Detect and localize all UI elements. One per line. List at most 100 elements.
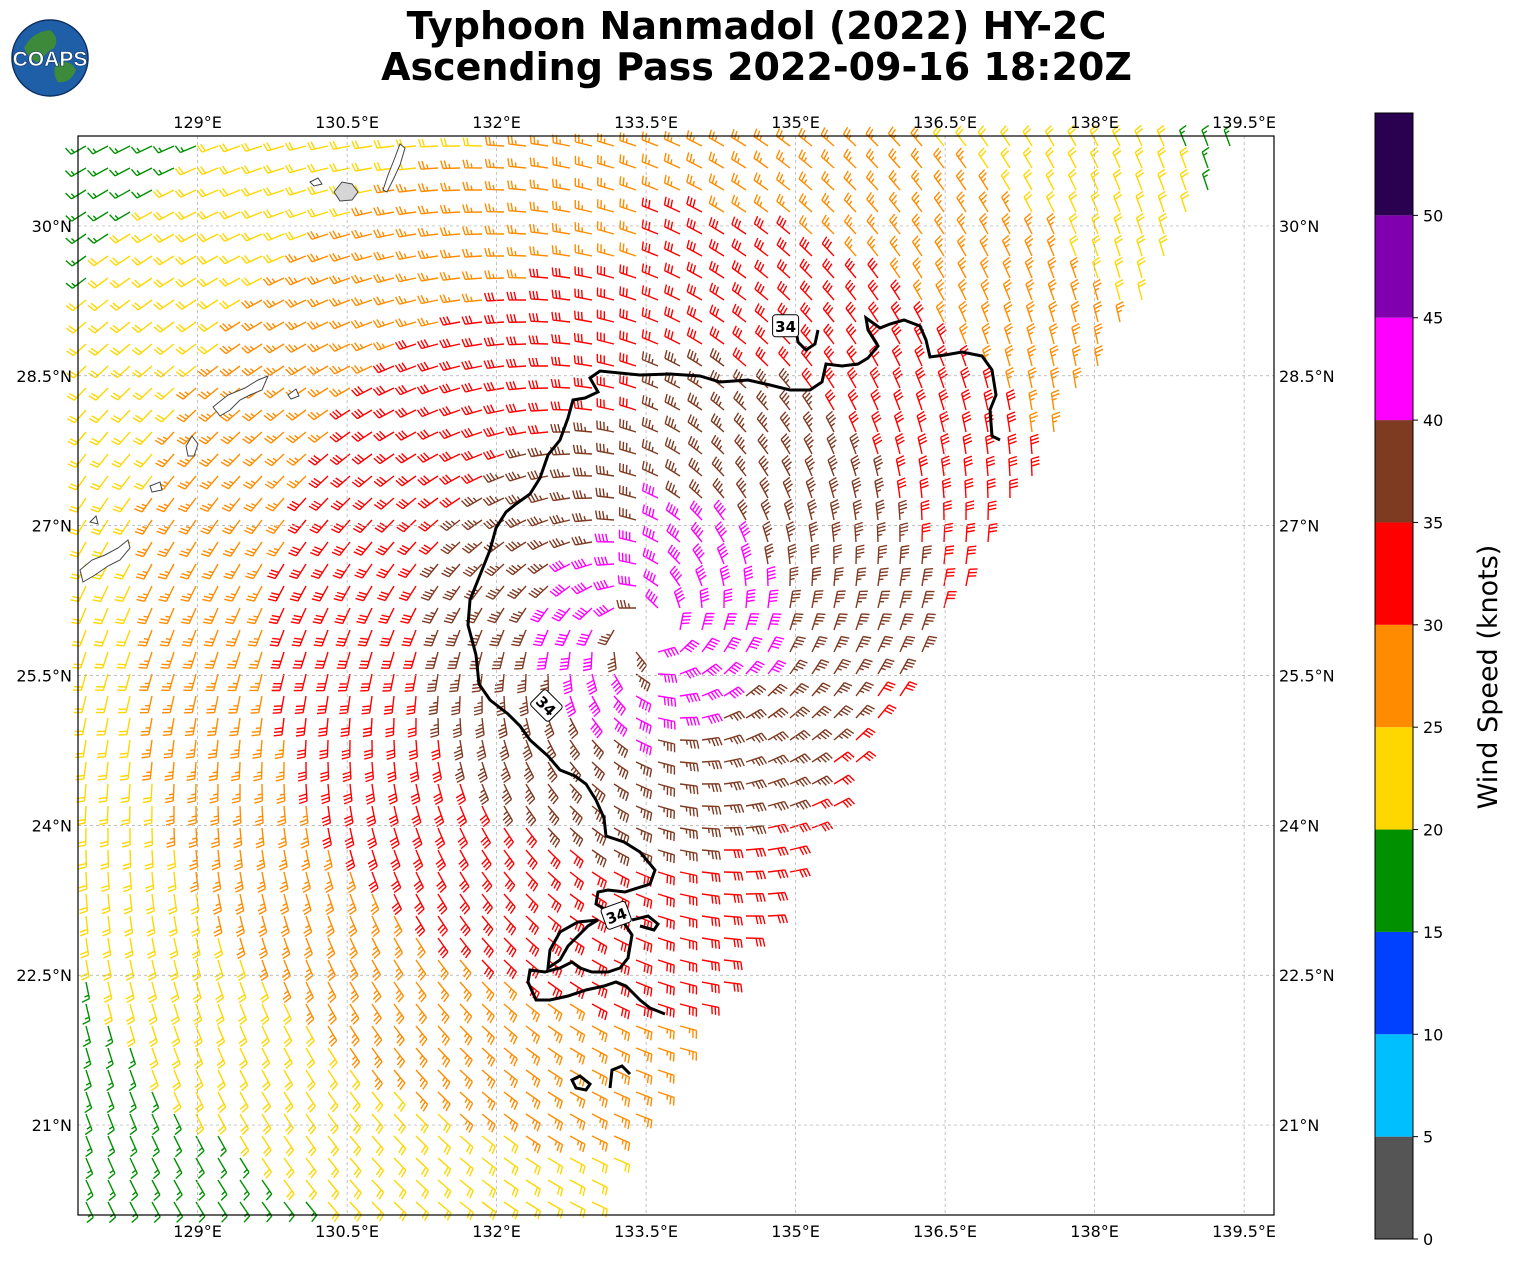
wind-barb (569, 1157, 586, 1175)
wind-barb (175, 365, 197, 378)
wind-barb (88, 409, 109, 424)
wind-barb (754, 259, 769, 279)
wind-barb (301, 871, 311, 894)
wind-barb (1113, 212, 1123, 235)
wind-barb (643, 568, 659, 587)
wind-barb (724, 849, 744, 859)
wind-barb (591, 1091, 608, 1108)
wind-barb (596, 243, 615, 257)
wind-barb (142, 783, 153, 804)
land-island-tanegashima (382, 143, 406, 193)
wind-barb (831, 521, 841, 543)
wind-barb (348, 915, 358, 938)
wind-barb (937, 366, 948, 389)
wind-barb (820, 127, 835, 147)
wind-barb (65, 189, 87, 200)
wind-barb (550, 378, 571, 389)
wind-barb (641, 131, 659, 147)
wind-barb (237, 1003, 248, 1026)
wind-barb (745, 937, 766, 947)
wind-barb (503, 1179, 519, 1198)
wind-barb (394, 339, 417, 350)
wind-barb (328, 320, 351, 330)
wind-barb (1090, 168, 1100, 191)
axis-ticks-layer: 129°E129°E130.5°E130.5°E132°E132°E133.5°… (16, 113, 1334, 1241)
wind-barb (284, 231, 307, 241)
wind-barb (175, 299, 197, 310)
wind-barb (240, 299, 263, 309)
wind-barb (481, 981, 495, 1002)
wind-barb (262, 276, 285, 286)
wind-barb (105, 1047, 114, 1070)
wind-barb (821, 214, 835, 235)
wind-barb (803, 432, 814, 455)
wind-barb (665, 480, 681, 499)
wind-barb (151, 1113, 160, 1136)
wind-barb (283, 1025, 293, 1048)
wind-barb (1067, 146, 1077, 169)
wind-barb (708, 217, 725, 235)
wind-barb (888, 191, 901, 213)
wind-barb (153, 299, 175, 311)
wind-barb (198, 431, 219, 445)
wind-barb (798, 149, 813, 169)
wind-barb (200, 519, 219, 535)
wind-barb (503, 827, 514, 849)
wind-barb (663, 130, 681, 147)
wind-barb (254, 783, 263, 804)
wind-barb (415, 1135, 429, 1156)
wind-barb (708, 129, 725, 147)
wind-barb (701, 663, 723, 677)
wind-barb (240, 254, 263, 264)
wind-barb (1004, 344, 1014, 367)
wind-barb (80, 959, 90, 981)
wind-barb (833, 635, 850, 653)
colorbar-tick-label: 5 (1423, 1128, 1433, 1147)
wind-barb (227, 673, 241, 692)
wind-barb (548, 538, 571, 549)
wind-barb (388, 783, 398, 805)
wind-barb (459, 1179, 474, 1199)
wind-barb (308, 475, 329, 489)
wind-barb (588, 695, 601, 718)
wind-barb (245, 563, 263, 580)
wind-barb (461, 271, 483, 281)
wind-barb (169, 959, 179, 982)
wind-barb (92, 585, 109, 603)
wind-barb (503, 1069, 519, 1089)
wind-barb (434, 827, 446, 850)
wind-barb (1089, 124, 1099, 147)
wind-barb (460, 450, 483, 462)
wind-barb (811, 636, 828, 653)
wind-barb (349, 1135, 362, 1157)
wind-barb (284, 186, 307, 196)
wind-barb (502, 805, 514, 827)
wind-barb (197, 365, 219, 377)
wind-barb (284, 298, 307, 308)
wind-barb (103, 981, 113, 1003)
wind-barb (894, 432, 905, 455)
wind-barb (66, 387, 87, 401)
wind-barb (657, 981, 675, 996)
colorbar-tick-label: 20 (1423, 821, 1443, 840)
wind-barb (811, 659, 830, 675)
wind-barb (528, 380, 549, 390)
wind-barb (351, 140, 373, 150)
wind-barb (701, 871, 721, 883)
wind-barb (877, 544, 888, 565)
wind-barb (148, 1025, 158, 1048)
lat-tick-label-left: 27°N (32, 517, 72, 536)
wind-barb (65, 233, 87, 245)
wind-barb (528, 585, 549, 599)
wind-barb (305, 1113, 317, 1135)
wind-barb (247, 629, 263, 647)
wind-barb (416, 339, 439, 350)
wind-barb (1071, 345, 1081, 367)
land-island-amami (212, 375, 269, 417)
wind-barb (503, 1003, 518, 1023)
wind-barb (934, 213, 945, 235)
wind-barb (709, 304, 725, 323)
wind-barb (701, 637, 720, 653)
wind-barb (306, 253, 329, 263)
wind-barb (102, 959, 112, 981)
